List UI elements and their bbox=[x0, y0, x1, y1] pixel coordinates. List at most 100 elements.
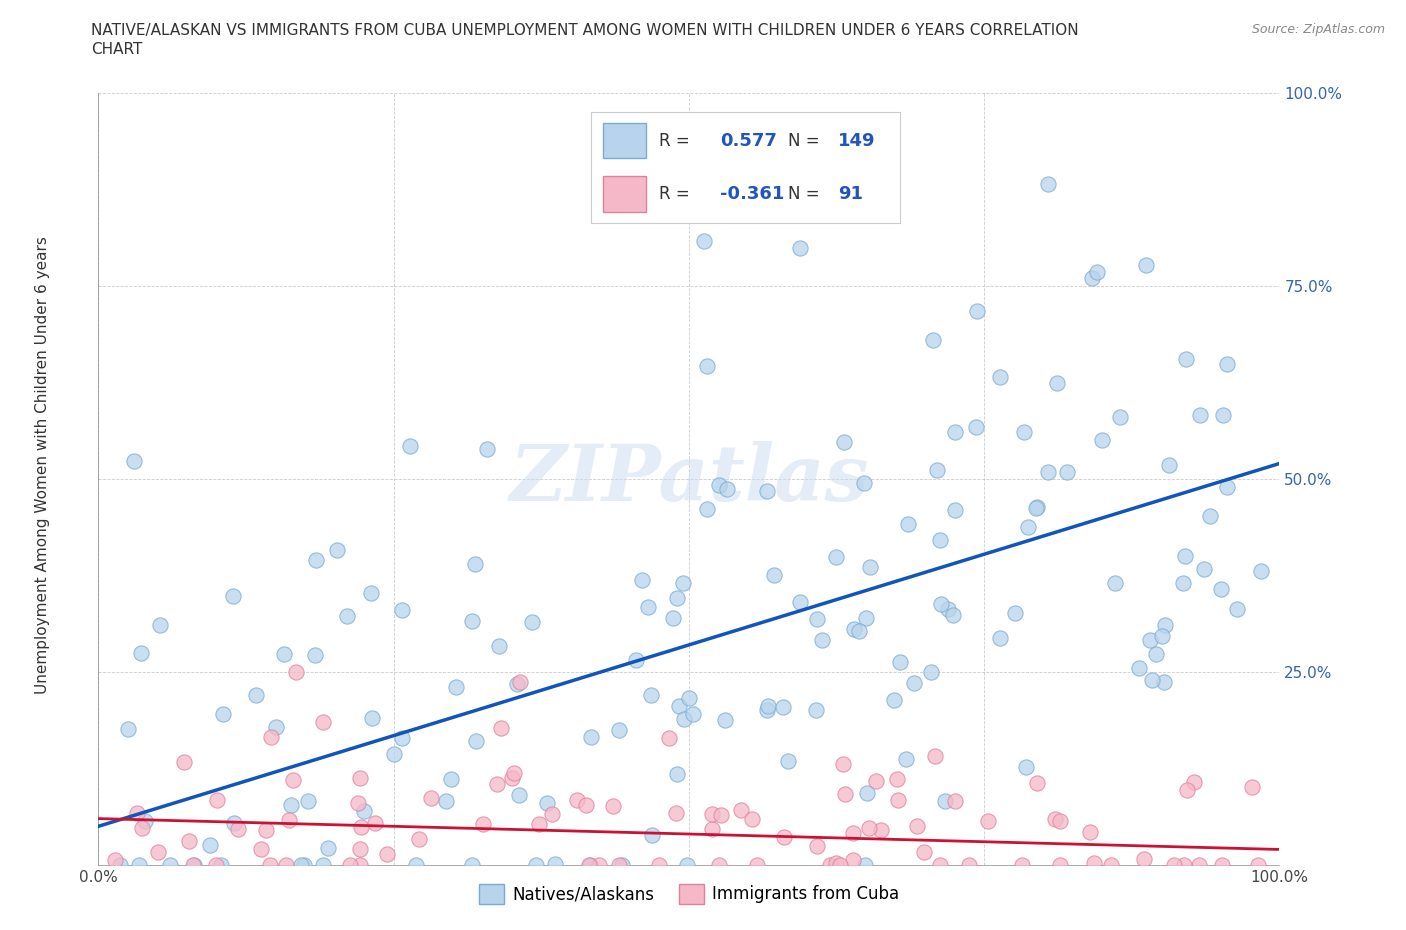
Point bbox=[966, 304, 988, 319]
Point bbox=[825, 550, 848, 565]
Point bbox=[889, 655, 911, 670]
Point bbox=[285, 665, 308, 680]
Point bbox=[405, 857, 427, 872]
Point bbox=[763, 568, 786, 583]
Text: ZIPatlas: ZIPatlas bbox=[509, 441, 869, 517]
Point bbox=[852, 475, 875, 490]
Point bbox=[212, 706, 235, 721]
Point bbox=[756, 702, 779, 717]
Point bbox=[173, 755, 195, 770]
Point bbox=[281, 773, 304, 788]
Point bbox=[259, 729, 281, 744]
Point bbox=[1215, 356, 1237, 371]
Point bbox=[905, 818, 928, 833]
Point bbox=[887, 792, 910, 807]
Point bbox=[543, 857, 565, 871]
Point bbox=[853, 857, 876, 872]
Point bbox=[1036, 465, 1059, 480]
Point bbox=[209, 857, 232, 872]
Text: N =: N = bbox=[789, 132, 820, 150]
Point bbox=[205, 857, 228, 872]
Point bbox=[398, 439, 420, 454]
Point bbox=[177, 833, 200, 848]
Point bbox=[1159, 458, 1181, 472]
Text: 91: 91 bbox=[838, 185, 863, 203]
Point bbox=[326, 543, 349, 558]
Text: R =: R = bbox=[658, 132, 689, 150]
Point bbox=[339, 857, 361, 872]
Point bbox=[870, 823, 893, 838]
Point bbox=[228, 822, 250, 837]
Point bbox=[440, 771, 463, 786]
Point bbox=[924, 749, 946, 764]
Point bbox=[1049, 857, 1071, 872]
Point bbox=[696, 502, 718, 517]
Point bbox=[842, 826, 865, 841]
Point bbox=[536, 796, 558, 811]
Point bbox=[117, 722, 139, 737]
Point bbox=[305, 552, 328, 567]
Point bbox=[647, 857, 669, 872]
Point bbox=[831, 756, 853, 771]
Text: Unemployment Among Women with Children Under 6 years: Unemployment Among Women with Children U… bbox=[35, 236, 49, 694]
Point bbox=[957, 857, 980, 872]
Point bbox=[316, 840, 339, 855]
Point bbox=[312, 714, 335, 729]
Point bbox=[205, 793, 228, 808]
Point bbox=[1108, 410, 1130, 425]
Point bbox=[1135, 258, 1157, 272]
Point bbox=[772, 699, 794, 714]
Point bbox=[804, 703, 827, 718]
Point bbox=[1144, 646, 1167, 661]
Point bbox=[1099, 857, 1122, 872]
Point bbox=[349, 842, 371, 857]
Point bbox=[461, 614, 484, 629]
Point bbox=[434, 793, 457, 808]
Point bbox=[127, 805, 149, 820]
Point bbox=[1036, 177, 1059, 192]
Bar bbox=[603, 177, 647, 212]
Text: 0.577: 0.577 bbox=[720, 132, 778, 150]
Point bbox=[1046, 376, 1069, 391]
Point bbox=[1083, 856, 1105, 870]
Point bbox=[364, 816, 387, 830]
Point bbox=[702, 822, 724, 837]
Point bbox=[575, 798, 598, 813]
Point bbox=[894, 751, 917, 766]
Point bbox=[710, 807, 733, 822]
Point bbox=[1163, 857, 1185, 872]
Point bbox=[131, 645, 153, 660]
Point bbox=[789, 594, 811, 609]
Text: NATIVE/ALASKAN VS IMMIGRANTS FROM CUBA UNEMPLOYMENT AMONG WOMEN WITH CHILDREN UN: NATIVE/ALASKAN VS IMMIGRANTS FROM CUBA U… bbox=[91, 23, 1078, 38]
Point bbox=[855, 611, 877, 626]
Point bbox=[508, 788, 530, 803]
Text: R =: R = bbox=[658, 185, 689, 203]
Point bbox=[1173, 857, 1195, 872]
Point bbox=[682, 707, 704, 722]
Point bbox=[602, 798, 624, 813]
Point bbox=[936, 602, 959, 617]
Point bbox=[1209, 581, 1232, 596]
Point bbox=[1014, 760, 1036, 775]
Point bbox=[716, 481, 738, 496]
Point bbox=[245, 687, 267, 702]
Point bbox=[1215, 480, 1237, 495]
Point bbox=[292, 857, 315, 872]
Point bbox=[488, 638, 510, 653]
Point bbox=[665, 805, 688, 820]
Point bbox=[848, 623, 870, 638]
Point bbox=[1128, 660, 1150, 675]
Point bbox=[637, 600, 659, 615]
Point bbox=[676, 857, 699, 872]
Bar bbox=[603, 123, 647, 158]
Point bbox=[509, 675, 531, 690]
Point bbox=[988, 369, 1011, 384]
Point bbox=[665, 591, 688, 605]
Point bbox=[922, 332, 945, 347]
Point bbox=[709, 478, 731, 493]
Point bbox=[280, 798, 302, 813]
Point bbox=[588, 857, 610, 872]
Point bbox=[886, 772, 908, 787]
Point bbox=[578, 857, 600, 872]
Point bbox=[1188, 407, 1211, 422]
